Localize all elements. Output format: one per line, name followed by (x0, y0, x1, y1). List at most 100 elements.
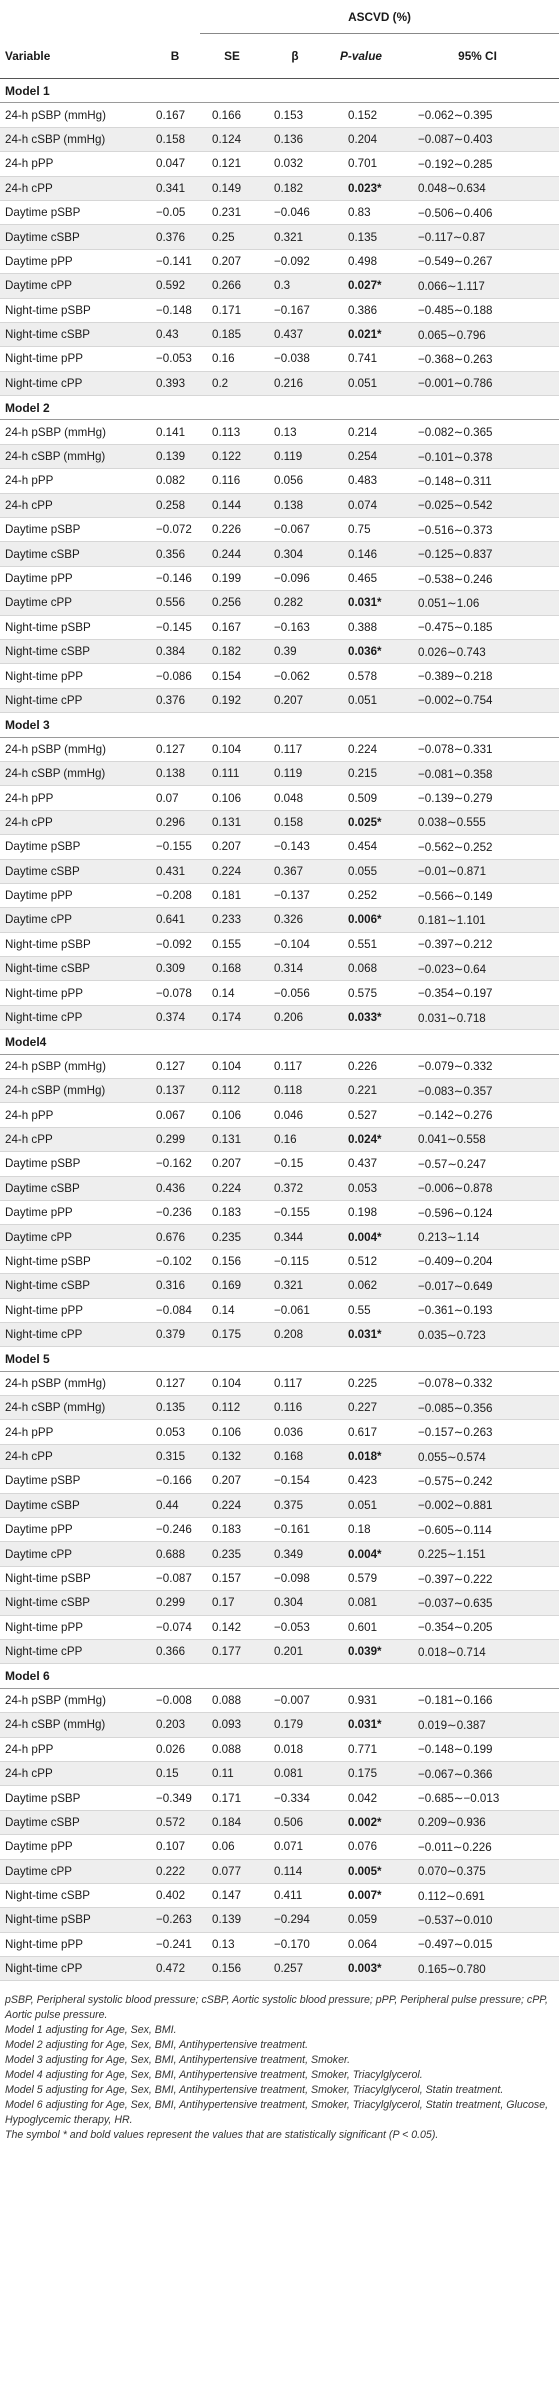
b-value-cell: 0.141 (150, 419, 200, 445)
table-row: 24-h cPP 0.341 0.149 0.182 0.023* 0.048∼0.634 (0, 176, 559, 201)
footnote-line: Model 2 adjusting for Age, Sex, BMI, Ant… (5, 2039, 309, 2052)
model-title: Model 2 (0, 395, 559, 421)
se-value-cell: 0.17 (200, 1590, 264, 1616)
beta-value-cell: −0.167 (264, 298, 326, 323)
variable-cell: 24-h pPP (0, 1737, 150, 1762)
variable-cell: Daytime cPP (0, 907, 150, 933)
table-row: Night-time pSBP −0.102 0.156 −0.115 0.512 −0.… (0, 1249, 559, 1275)
p-value-cell: 0.055 (326, 859, 396, 884)
b-value-cell: 0.167 (150, 102, 200, 128)
p-value-cell: 0.226 (326, 1054, 396, 1080)
ci-value-cell: −0.192∼0.285 (396, 151, 559, 177)
ci-value-cell: 0.031∼0.718 (396, 1005, 559, 1031)
b-value-cell: 0.431 (150, 859, 200, 884)
b-value-cell: 0.082 (150, 468, 200, 494)
ci-value-cell: −0.001∼0.786 (396, 371, 559, 397)
ci-value-cell: −0.485∼0.188 (396, 298, 559, 323)
beta-value-cell: −0.163 (264, 615, 326, 640)
ci-value-cell: −0.01∼0.871 (396, 859, 559, 884)
beta-value-cell: −0.170 (264, 1932, 326, 1958)
b-value-cell: 0.127 (150, 737, 200, 762)
beta-value-cell: 0.367 (264, 859, 326, 884)
p-value-cell: 0.225 (326, 1371, 396, 1397)
footnote-line: The symbol * and bold values represent t… (5, 2129, 439, 2142)
p-value-cell: 0.204 (326, 127, 396, 153)
variable-cell: Night-time pSBP (0, 298, 150, 323)
se-value-cell: 0.131 (200, 810, 264, 836)
footnotes: pSBP, Peripheral systolic blood pressure… (0, 1993, 559, 2143)
ci-value-cell: −0.368∼0.263 (396, 346, 559, 372)
beta-value-cell: 0.326 (264, 907, 326, 933)
se-value-cell: 0.175 (200, 1322, 264, 1348)
table-row: Night-time cSBP 0.299 0.17 0.304 0.081 −0.037… (0, 1590, 559, 1616)
ci-value-cell: −0.575∼0.242 (396, 1468, 559, 1494)
table-row: 24-h pSBP (mmHg) 0.141 0.113 0.13 0.214 −0.08… (0, 419, 559, 445)
beta-value-cell: 0.321 (264, 224, 326, 250)
beta-value-cell: 0.349 (264, 1541, 326, 1567)
p-value-cell: 0.051 (326, 1493, 396, 1519)
p-value-cell: 0.031* (326, 1712, 396, 1738)
beta-value-cell: 0.119 (264, 444, 326, 470)
table-row: 24-h cPP 0.296 0.131 0.158 0.025* 0.038∼0.555 (0, 810, 559, 836)
se-value-cell: 0.104 (200, 1054, 264, 1080)
se-value-cell: 0.124 (200, 127, 264, 153)
beta-value-cell: 0.506 (264, 1810, 326, 1836)
beta-value-cell: −0.046 (264, 200, 326, 226)
p-value-cell: 0.053 (326, 1176, 396, 1201)
table-row: 24-h cSBP (mmHg) 0.139 0.122 0.119 0.254 −0.1… (0, 444, 559, 470)
table-row: Daytime cSBP 0.436 0.224 0.372 0.053 −0.006∼0… (0, 1176, 559, 1201)
p-value-cell: 0.252 (326, 883, 396, 909)
p-value-cell: 0.004* (326, 1224, 396, 1250)
se-value-cell: 0.167 (200, 615, 264, 640)
table-row: Daytime cPP 0.641 0.233 0.326 0.006* 0.181∼1.… (0, 907, 559, 933)
beta-value-cell: 0.153 (264, 102, 326, 128)
model-title: Model4 (0, 1029, 559, 1055)
variable-cell: Night-time cSBP (0, 1590, 150, 1616)
b-value-cell: 0.135 (150, 1395, 200, 1421)
p-value-cell: 0.042 (326, 1785, 396, 1811)
p-value-cell: 0.007* (326, 1883, 396, 1909)
p-value-cell: 0.198 (326, 1200, 396, 1226)
p-value-cell: 0.051 (326, 688, 396, 714)
b-value-cell: 0.556 (150, 590, 200, 616)
model-title: Model 5 (0, 1346, 559, 1372)
se-value-cell: 0.093 (200, 1712, 264, 1738)
beta-value-cell: 0.018 (264, 1737, 326, 1762)
variable-cell: Daytime pPP (0, 1200, 150, 1226)
se-value-cell: 0.168 (200, 956, 264, 982)
table-page: ASCVD (%) Variable B SE β P-value 95% CI… (0, 0, 559, 2143)
footnote-line: Model 4 adjusting for Age, Sex, BMI, Ant… (5, 2069, 423, 2082)
table-row: Daytime cSBP 0.431 0.224 0.367 0.055 −0.01∼0.… (0, 859, 559, 884)
b-value-cell: 0.688 (150, 1541, 200, 1567)
beta-value-cell: 0.168 (264, 1444, 326, 1470)
variable-cell: 24-h pSBP (mmHg) (0, 1371, 150, 1397)
b-value-cell: 0.258 (150, 493, 200, 519)
ci-value-cell: −0.139∼0.279 (396, 785, 559, 811)
se-value-cell: 0.142 (200, 1615, 264, 1641)
p-value-cell: 0.386 (326, 298, 396, 323)
table-row: Daytime cPP 0.688 0.235 0.349 0.004* 0.225∼1.… (0, 1541, 559, 1567)
variable-cell: 24-h pSBP (mmHg) (0, 1688, 150, 1714)
beta-value-cell: 0.158 (264, 810, 326, 836)
p-value-cell: 0.388 (326, 615, 396, 640)
variable-cell: Daytime cSBP (0, 1810, 150, 1836)
table-row: Night-time pPP −0.086 0.154 −0.062 0.578 −0.3… (0, 663, 559, 689)
b-value-cell: −0.087 (150, 1566, 200, 1592)
b-value-cell: 0.376 (150, 688, 200, 714)
se-value-cell: 0.16 (200, 346, 264, 372)
variable-cell: Daytime pPP (0, 883, 150, 909)
se-value-cell: 0.112 (200, 1395, 264, 1421)
se-value-cell: 0.132 (200, 1444, 264, 1470)
header-spacer (150, 0, 200, 34)
p-value-cell: 0.002* (326, 1810, 396, 1836)
se-value-cell: 0.183 (200, 1200, 264, 1226)
ci-value-cell: 0.055∼0.574 (396, 1444, 559, 1470)
model-group-header: Model4 (0, 1029, 559, 1055)
beta-value-cell: −0.062 (264, 663, 326, 689)
ci-value-cell: −0.57∼0.247 (396, 1151, 559, 1177)
table-row: 24-h pPP 0.067 0.106 0.046 0.527 −0.142∼0.276 (0, 1102, 559, 1128)
variable-cell: Daytime pPP (0, 566, 150, 592)
beta-value-cell: 0.036 (264, 1419, 326, 1445)
p-value-cell: 0.031* (326, 590, 396, 616)
ci-value-cell: 0.065∼0.796 (396, 322, 559, 348)
